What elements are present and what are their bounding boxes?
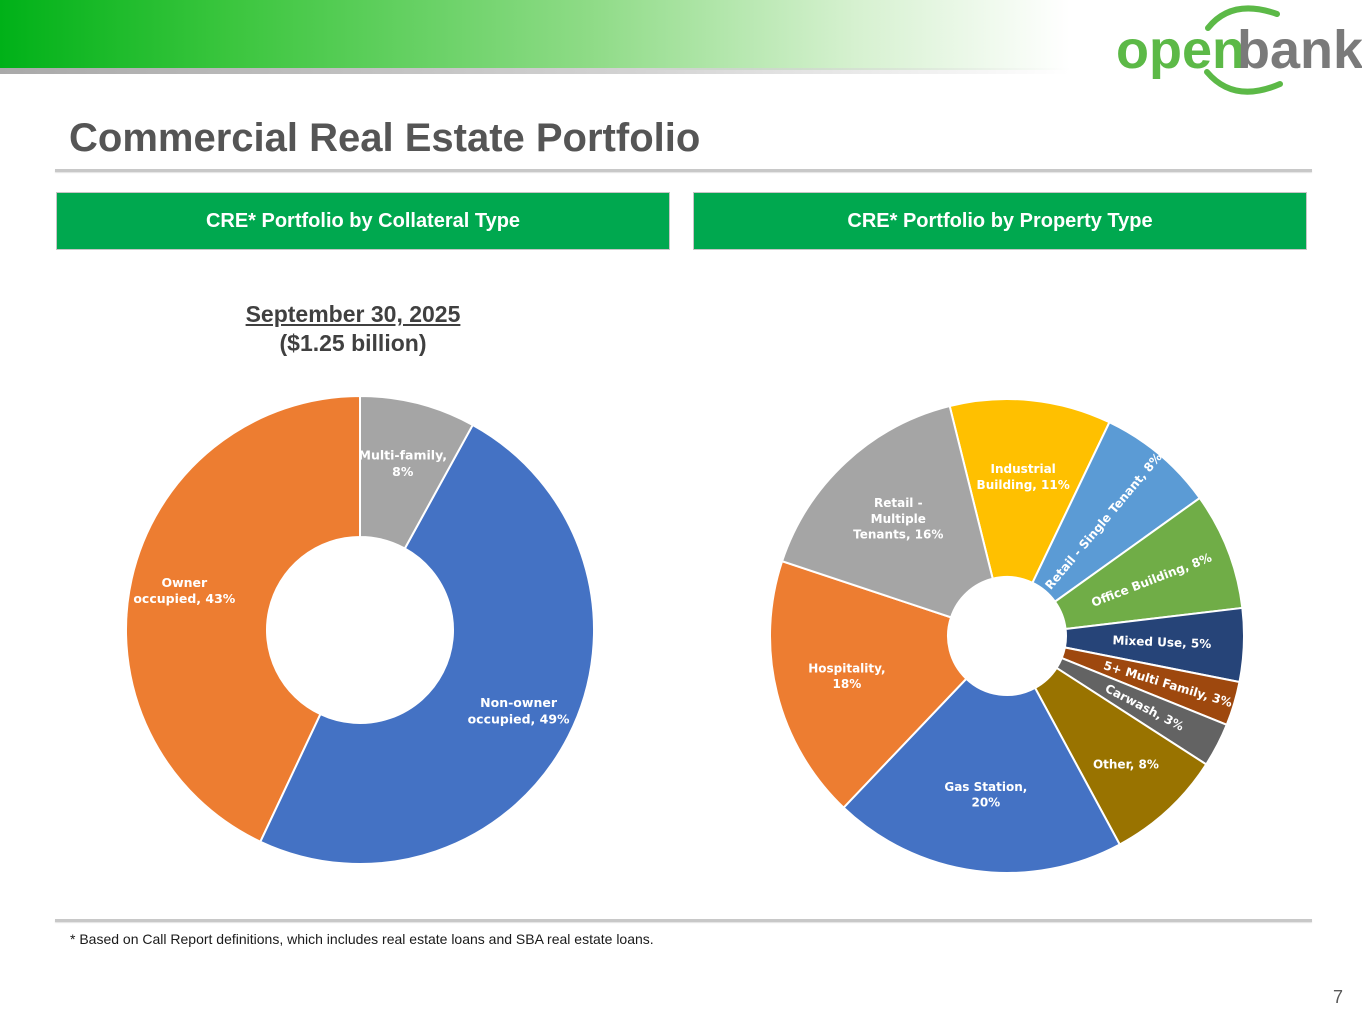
page-title: Commercial Real Estate Portfolio bbox=[69, 116, 701, 160]
portfolio-total: ($1.25 billion) bbox=[279, 330, 427, 356]
logo-swoosh-top bbox=[1205, 5, 1280, 31]
logo-swoosh-bottom bbox=[1204, 69, 1283, 95]
openbank-logo: open bank bbox=[1116, 5, 1362, 95]
data-label-retail-multiple-tenants: Retail -Multiple Tenants, 16% bbox=[853, 496, 943, 541]
title-divider bbox=[55, 169, 1312, 172]
property-type-header: CRE* Portfolio by Property Type bbox=[693, 192, 1307, 250]
slice-retail-single-tenant bbox=[1031, 420, 1202, 604]
slice-other bbox=[1033, 666, 1208, 846]
slice-office-building bbox=[1053, 496, 1244, 631]
data-label-non-owner-occupied: Non-owner occupied, 49% bbox=[468, 695, 570, 726]
header-gradient-band bbox=[0, 0, 1070, 70]
footnote: * Based on Call Report definitions, whic… bbox=[70, 931, 654, 947]
page-number: 7 bbox=[1332, 987, 1343, 1007]
data-label-hospitality: Hospitality, 18% bbox=[808, 661, 885, 691]
collateral-type-donut-chart: Owner occupied, 43% Non-owner occupied, 49%… bbox=[125, 394, 595, 865]
property-type-donut-chart: Industrial Building, 11%Retail - Single T… bbox=[769, 398, 1245, 874]
data-label-mixed-use: Mixed Use, 5% bbox=[1112, 633, 1211, 651]
data-label-multi-family: Multi-family, 8% bbox=[359, 448, 447, 479]
header-band-shadow bbox=[0, 68, 1070, 74]
slice-multi-family bbox=[359, 394, 475, 550]
slice-hospitality bbox=[769, 559, 968, 810]
slice-owner-occupied bbox=[125, 394, 361, 844]
data-label-industrial-building: Industrial Building, 11% bbox=[977, 462, 1070, 492]
slice-retail-multiple-tenants bbox=[780, 404, 994, 619]
logo-text-open: open bbox=[1116, 20, 1245, 80]
collateral-type-header: CRE* Portfolio by Collateral Type bbox=[56, 192, 670, 250]
slice-industrial-building bbox=[948, 398, 1111, 585]
data-label-owner-occupied: Owner occupied, 43% bbox=[133, 575, 235, 606]
logo-text-bank: bank bbox=[1237, 20, 1362, 80]
data-label-gas-station: Gas Station, 20% bbox=[944, 780, 1027, 810]
as-of-date: September 30, 2025 bbox=[245, 301, 461, 327]
slice-gas-station bbox=[842, 677, 1122, 874]
data-label-other: Other, 8% bbox=[1093, 758, 1159, 772]
footer-divider bbox=[55, 919, 1312, 922]
as-of-caption: September 30, 2025 ($1.25 billion) bbox=[188, 300, 518, 358]
slice-non-owner-occupied bbox=[259, 423, 595, 865]
